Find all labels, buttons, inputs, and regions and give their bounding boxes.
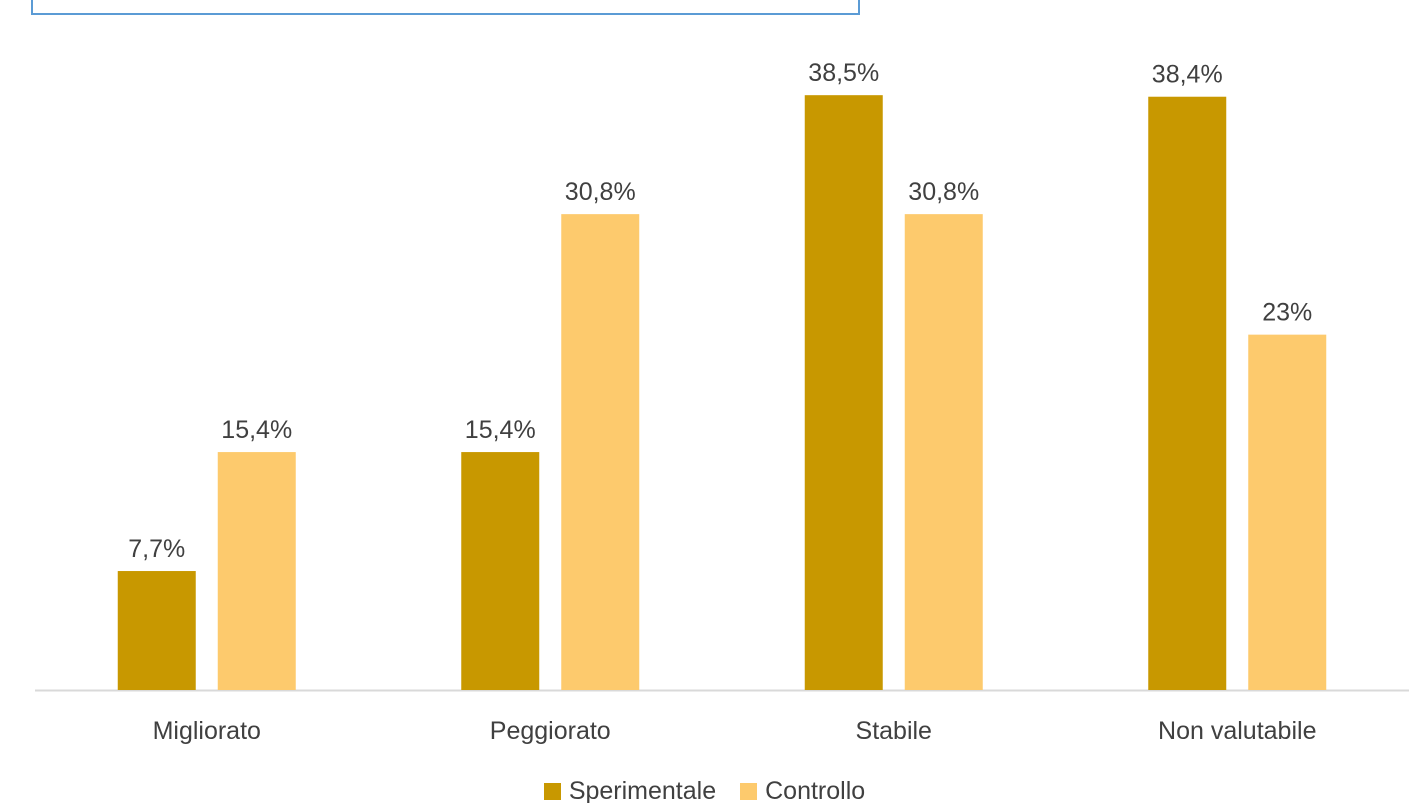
bar-controllo-3 <box>1248 334 1327 690</box>
legend-label-sperimentale: Sperimentale <box>568 777 717 803</box>
legend-swatch-sperimentale <box>543 782 561 800</box>
bar-controllo-2 <box>904 214 983 690</box>
data-label-sperimentale-3: 38,4% <box>1152 61 1223 89</box>
bar-sperimentale-3 <box>1148 96 1227 691</box>
data-label-controllo-1: 30,8% <box>565 178 636 206</box>
data-label-sperimentale-0: 7,7% <box>128 535 185 563</box>
data-label-sperimentale-1: 15,4% <box>465 416 536 444</box>
bar-sperimentale-2 <box>804 95 883 691</box>
bar-controllo-0 <box>217 452 296 690</box>
legend-item-controllo: Controllo <box>740 776 865 803</box>
data-label-sperimentale-2: 38,5% <box>808 59 879 87</box>
data-label-controllo-3: 23% <box>1262 299 1312 327</box>
category-label-3: Non valutabile <box>1158 717 1316 745</box>
category-label-0: Migliorato <box>153 717 261 745</box>
data-label-controllo-2: 30,8% <box>908 178 979 206</box>
data-label-controllo-0: 15,4% <box>221 416 292 444</box>
chart-legend: Sperimentale Controllo <box>0 776 1409 803</box>
legend-item-sperimentale: Sperimentale <box>543 776 717 803</box>
category-label-1: Peggiorato <box>490 717 611 745</box>
legend-label-controllo: Controllo <box>765 777 866 803</box>
bar-chart: 7,7% 15,4% Migliorato 15,4% 30,8% Peggiorato 3… <box>35 59 1409 745</box>
text-box-frame <box>31 0 860 15</box>
category-label-2: Stabile <box>856 717 932 745</box>
bar-sperimentale-1 <box>461 452 540 690</box>
bar-controllo-1 <box>561 214 640 690</box>
legend-swatch-controllo <box>740 782 758 800</box>
bar-sperimentale-0 <box>117 571 196 690</box>
